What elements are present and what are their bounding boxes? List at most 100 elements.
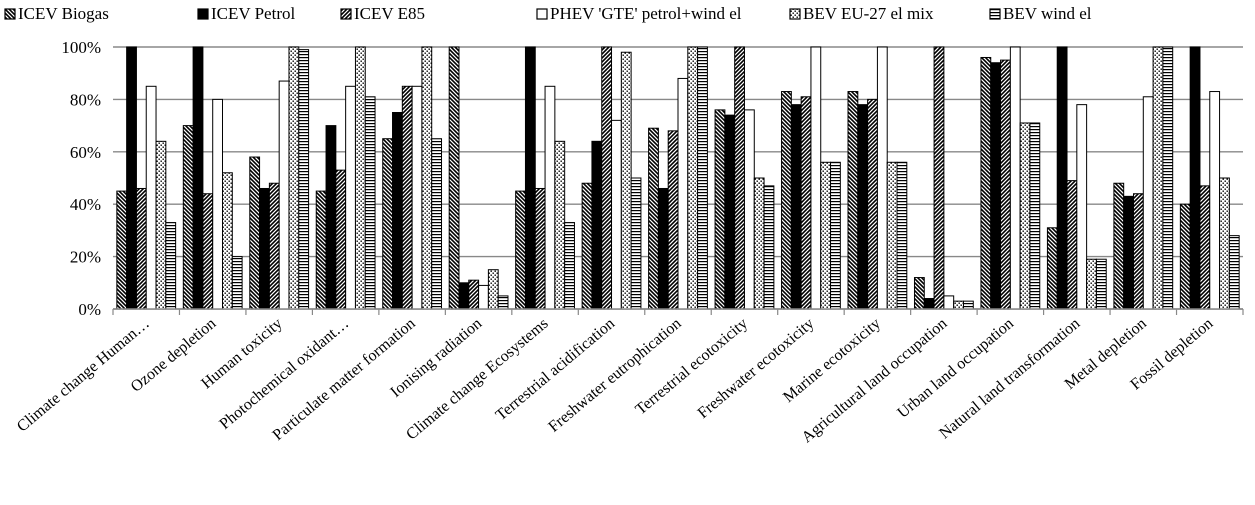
bar-bev-eu-27-el-mix [488,270,498,309]
bar-bev-wind-el [831,162,841,309]
bar-icev-petrol [1190,47,1200,309]
legend-swatch-phev-gte-petrol-wind-el [537,9,547,19]
bar-bev-wind-el [1163,47,1173,309]
y-tick-label: 40% [70,195,101,214]
bar-phev-gte-petrol-wind-el [1010,47,1020,309]
bar-phev-gte-petrol-wind-el [479,285,489,309]
y-tick-label: 0% [78,300,101,319]
bar-bev-eu-27-el-mix [1153,47,1163,309]
x-tick-label: Urban land occupation [894,315,1017,422]
bar-bev-eu-27-el-mix [422,47,432,309]
bar-icev-e85 [801,97,811,309]
bar-phev-gte-petrol-wind-el [213,99,223,309]
bar-bev-wind-el [232,257,242,309]
bar-icev-biogas [1047,228,1057,309]
bar-icev-biogas [782,92,792,309]
bar-bev-wind-el [432,139,442,309]
bar-icev-petrol [658,188,668,309]
bar-icev-e85 [203,194,213,309]
legend-label-phev-gte-petrol-wind-el: PHEV 'GTE' petrol+wind el [550,4,742,23]
bar-icev-e85 [735,47,745,309]
x-tick-label: Freshwater ecotoxicity [695,315,818,422]
bar-icev-e85 [402,86,412,309]
bar-bev-wind-el [963,301,973,309]
bar-icev-e85 [136,188,146,309]
legend-label-icev-biogas: ICEV Biogas [18,4,109,23]
bar-bev-wind-el [631,178,641,309]
bar-bev-eu-27-el-mix [621,52,631,309]
legend-label-icev-e85: ICEV E85 [354,4,425,23]
bar-phev-gte-petrol-wind-el [1143,97,1153,309]
axes: Climate change Human…Ozone depletionHuma… [14,309,1243,446]
bar-bev-eu-27-el-mix [555,141,565,309]
bar-bev-eu-27-el-mix [688,47,698,309]
bar-bev-eu-27-el-mix [156,141,166,309]
legend-label-bev-wind-el: BEV wind el [1003,4,1092,23]
bar-bev-eu-27-el-mix [1087,259,1097,309]
bar-icev-petrol [924,299,934,309]
bar-icev-biogas [1114,183,1124,309]
bar-icev-biogas [649,128,659,309]
bar-bev-wind-el [565,223,575,309]
x-tick-label: Natural land transformation [936,315,1083,442]
bar-phev-gte-petrol-wind-el [811,47,821,309]
bar-phev-gte-petrol-wind-el [612,120,622,309]
bar-icev-petrol [459,283,469,309]
bar-bev-wind-el [698,47,708,309]
bar-icev-petrol [393,113,403,310]
bar-bev-eu-27-el-mix [754,178,764,309]
bar-icev-e85 [602,47,612,309]
bar-icev-petrol [991,63,1001,309]
bar-bev-wind-el [166,223,176,309]
bar-icev-biogas [316,191,326,309]
bar-icev-petrol [326,126,336,309]
bar-bev-wind-el [1229,236,1239,309]
bar-bev-eu-27-el-mix [223,173,233,309]
bar-icev-e85 [1133,194,1143,309]
bar-phev-gte-petrol-wind-el [877,47,887,309]
bar-bev-wind-el [299,50,309,309]
y-tick-label: 100% [61,38,101,57]
bar-icev-e85 [934,47,944,309]
bar-phev-gte-petrol-wind-el [545,86,555,309]
bar-bev-eu-27-el-mix [1020,123,1030,309]
legend-label-icev-petrol: ICEV Petrol [211,4,295,23]
bar-icev-petrol [525,47,535,309]
bar-bev-wind-el [365,97,375,309]
bar-icev-e85 [668,131,678,309]
bar-bev-wind-el [764,186,774,309]
x-tick-label: Photochemical oxidant… [216,315,352,433]
bar-bev-eu-27-el-mix [954,301,964,309]
bar-bev-eu-27-el-mix [1220,178,1230,309]
bar-icev-biogas [183,126,193,309]
bar-icev-biogas [383,139,393,309]
bar-icev-petrol [1124,196,1134,309]
bar-icev-e85 [535,188,545,309]
bar-bev-eu-27-el-mix [887,162,897,309]
bar-phev-gte-petrol-wind-el [146,86,156,309]
bar-icev-petrol [260,188,270,309]
bar-icev-biogas [117,191,127,309]
bar-icev-biogas [981,57,991,309]
bar-phev-gte-petrol-wind-el [279,81,289,309]
x-tick-label: Terrestrial ecotoxicity [632,315,751,418]
y-tick-label: 80% [70,90,101,109]
bar-phev-gte-petrol-wind-el [346,86,356,309]
bar-icev-petrol [193,47,203,309]
bar-icev-biogas [715,110,725,309]
x-tick-label: Freshwater eutrophication [545,315,684,436]
bar-phev-gte-petrol-wind-el [944,296,954,309]
bar-icev-petrol [725,115,735,309]
legend-swatch-icev-biogas [5,9,15,19]
bars [117,47,1239,309]
bar-icev-e85 [269,183,279,309]
bar-bev-wind-el [1096,259,1106,309]
legend-swatch-icev-e85 [341,9,351,19]
bar-icev-biogas [914,278,924,309]
bar-icev-biogas [1180,204,1190,309]
legend: ICEV Biogas ICEV Petrol ICEV E85 PHEV 'GTE'… [5,4,1092,23]
bar-phev-gte-petrol-wind-el [1077,105,1087,309]
bar-icev-petrol [127,47,137,309]
